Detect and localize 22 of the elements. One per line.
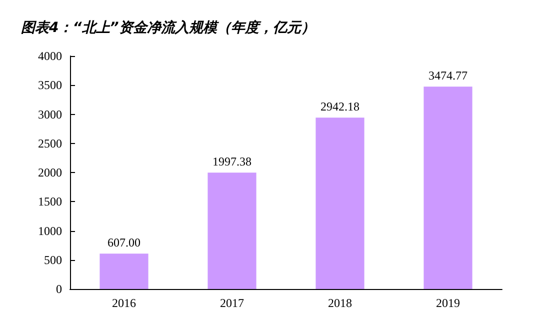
y-tick-label: 3500	[38, 78, 62, 92]
bar	[424, 86, 472, 289]
bar	[100, 254, 148, 289]
y-tick-label: 2000	[38, 166, 62, 180]
x-tick-label: 2017	[220, 296, 244, 310]
x-tick-label: 2018	[328, 296, 352, 310]
x-tick-label: 2019	[436, 296, 460, 310]
data-label: 607.00	[108, 236, 140, 250]
data-label: 2942.18	[320, 100, 360, 114]
chart-title: 图表4：“北上”资金净流入规模（年度，亿元）	[21, 19, 315, 36]
y-tick-label: 1000	[38, 224, 62, 238]
y-tick-label: 0	[56, 282, 62, 296]
bar	[316, 118, 364, 289]
data-label: 1997.38	[212, 154, 252, 169]
y-tick-label: 3000	[38, 107, 62, 122]
y-tick-label: 500	[44, 252, 62, 267]
y-tick-label: 1500	[38, 194, 62, 209]
data-label: 3474.77	[428, 68, 468, 83]
y-tick-label: 4000	[38, 49, 62, 63]
y-tick-label: 2500	[38, 136, 62, 150]
bar	[208, 172, 256, 289]
x-tick-label: 2016	[112, 296, 136, 310]
